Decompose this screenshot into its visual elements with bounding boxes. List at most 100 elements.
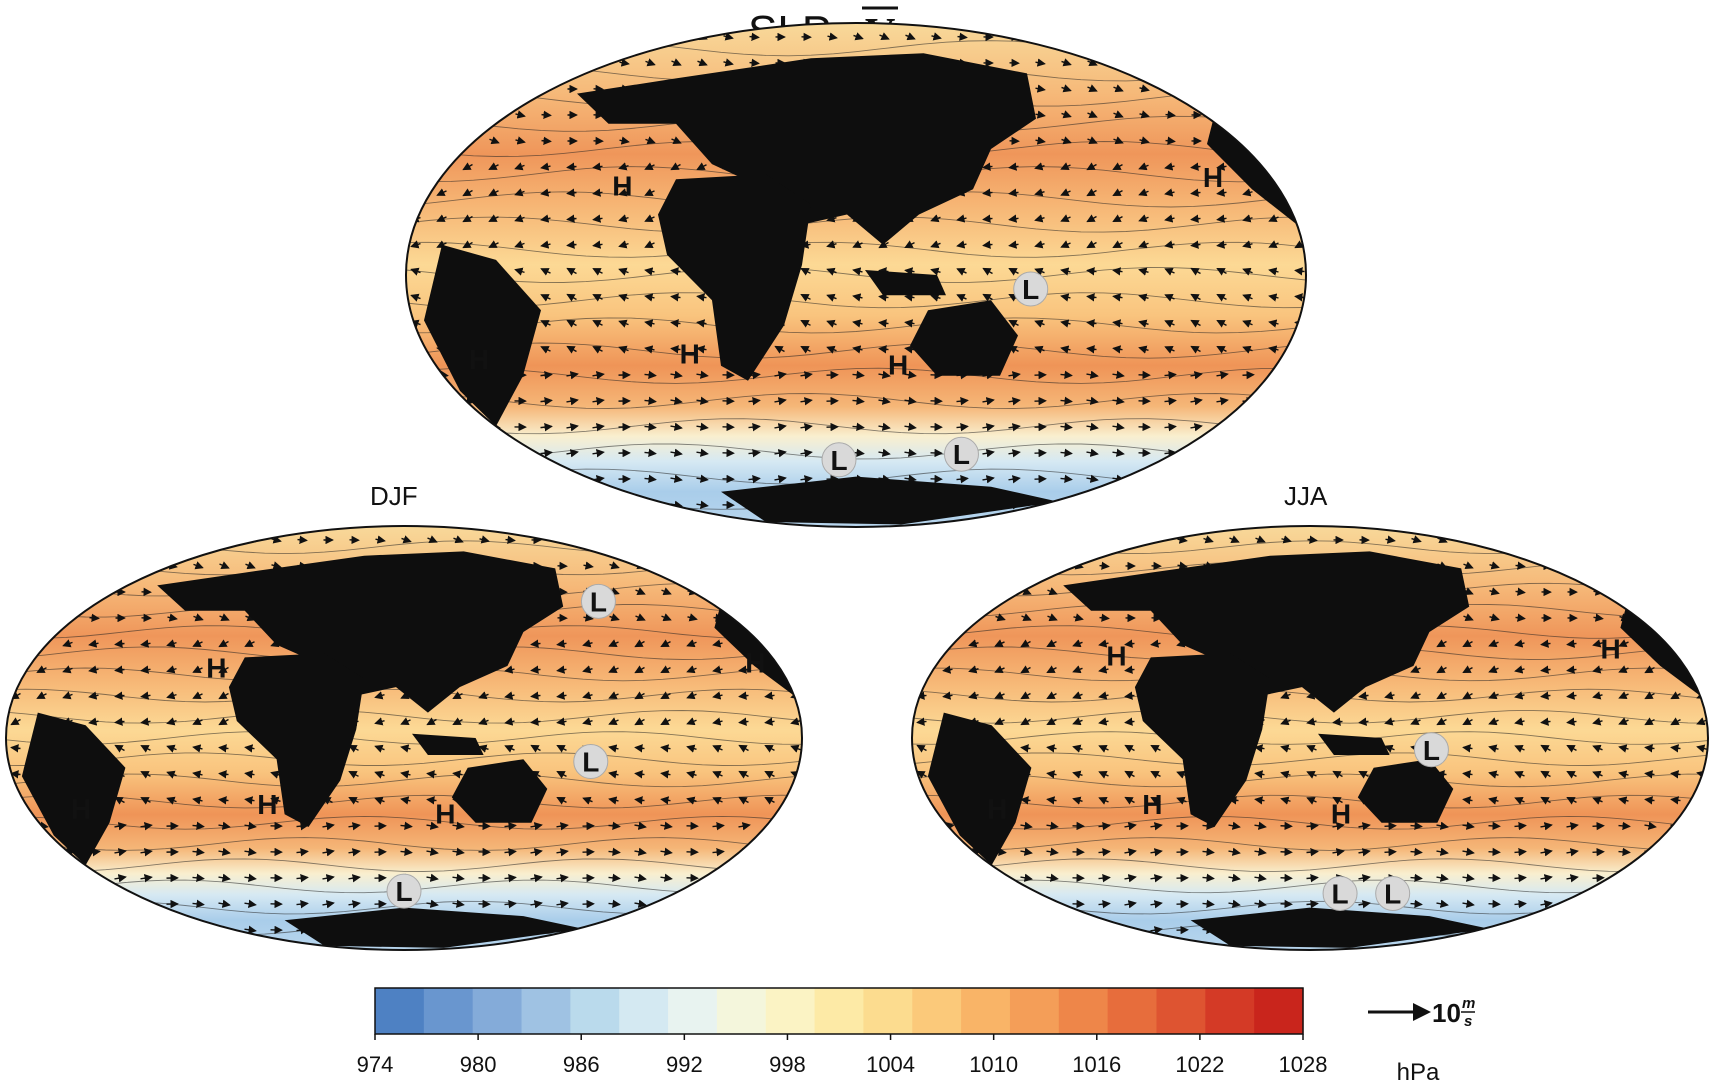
wind-vector [1670,639,1681,648]
wind-vector [1410,899,1423,909]
wind-vector [592,371,605,380]
wind-vector [1165,84,1176,93]
wind-vector [540,294,551,302]
low-pressure-marker: L [1322,875,1358,911]
wind-vector [1113,32,1124,41]
wind-vector [62,691,73,700]
wind-vector [374,744,385,753]
wind-vector [696,500,709,509]
wind-vector [1242,474,1255,484]
wind-vector [1540,770,1551,779]
wind-vector [1280,691,1291,700]
wind-vector [556,717,567,726]
wind-vector [956,240,967,249]
wind-vector [738,874,751,883]
wind-vector [1046,899,1059,908]
wind-vector [1384,847,1397,857]
wind-vector [1072,770,1083,779]
wind-vector [1268,267,1279,276]
wind-vector [1514,821,1527,831]
wind-vector [1295,58,1306,67]
wind-vector [479,535,490,544]
wind-vector [1008,188,1019,197]
isobar [6,752,802,766]
wind-vector [982,267,993,276]
wind-vector [1618,873,1631,883]
reference-vector: 10 m s [1368,995,1475,1030]
wind-vector [1514,770,1525,779]
wind-vector [942,874,955,883]
wind-vector [540,240,551,249]
high-pressure-marker: H [1142,789,1162,820]
wind-vector [774,423,787,432]
wind-vector [348,900,361,909]
wind-vector [1306,873,1319,883]
wind-vector [790,847,802,857]
wind-vector [1164,422,1177,432]
wind-vector [582,796,593,805]
wind-vector [1644,770,1655,779]
wind-vector [1124,665,1135,674]
wind-vector [1150,770,1161,779]
wind-vector [166,691,177,700]
wind-vector [322,848,335,857]
wind-vector [1190,475,1203,484]
wind-vector [437,84,448,93]
wind-vector [89,613,100,622]
land-mass [412,733,484,755]
wind-vector [1268,396,1281,406]
wind-vector [609,613,620,622]
wind-vector [297,535,308,544]
wind-vector [592,346,603,354]
wind-vector [411,58,422,67]
wind-vector [1008,423,1021,432]
wind-vector [1190,397,1203,406]
wind-vector [1488,873,1501,883]
wind-vector [1124,639,1135,648]
wind-vector [374,717,385,726]
wind-vector [1138,240,1149,249]
pressure-label: L [582,747,599,778]
wind-vector [556,822,569,831]
wind-vector [1670,717,1681,726]
wind-vector [63,561,74,570]
wind-vector [504,665,515,674]
wind-vector [1242,396,1255,406]
wind-vector [515,32,526,41]
wind-vector [1514,873,1527,883]
wind-vector [1138,319,1149,328]
wind-vector [1113,84,1124,93]
wind-vector [10,639,21,648]
wind-vector [1697,587,1708,596]
wind-vector [1035,110,1046,119]
wind-vector [504,691,515,700]
wind-vector [1410,691,1421,700]
wind-vector [192,665,203,673]
wind-vector [982,188,993,197]
wind-vector [644,188,655,196]
wind-vector [1139,32,1150,41]
wind-vector [1254,744,1265,753]
wind-vector [437,58,448,67]
high-pressure-marker: H [257,789,277,820]
wind-vector [566,293,577,302]
high-pressure-marker: H [206,652,226,683]
wind-vector [904,293,915,302]
wind-vector [1138,188,1149,197]
wind-vector [1112,448,1125,457]
wind-vector [790,796,801,805]
wind-vector [515,110,526,119]
wind-vector [592,423,605,432]
wind-vector [687,535,698,544]
wind-vector [410,162,421,171]
wind-vector [1294,162,1305,171]
pressure-label: L [590,586,607,617]
land-mass [577,53,1036,245]
wind-vector [930,214,941,223]
wind-vector [1112,500,1125,509]
map-panel-annual: H H H H H L L L [405,22,1307,528]
wind-vector [114,639,125,648]
wind-vector [244,639,255,647]
wind-vector [1566,717,1577,726]
wind-vector [514,188,525,197]
